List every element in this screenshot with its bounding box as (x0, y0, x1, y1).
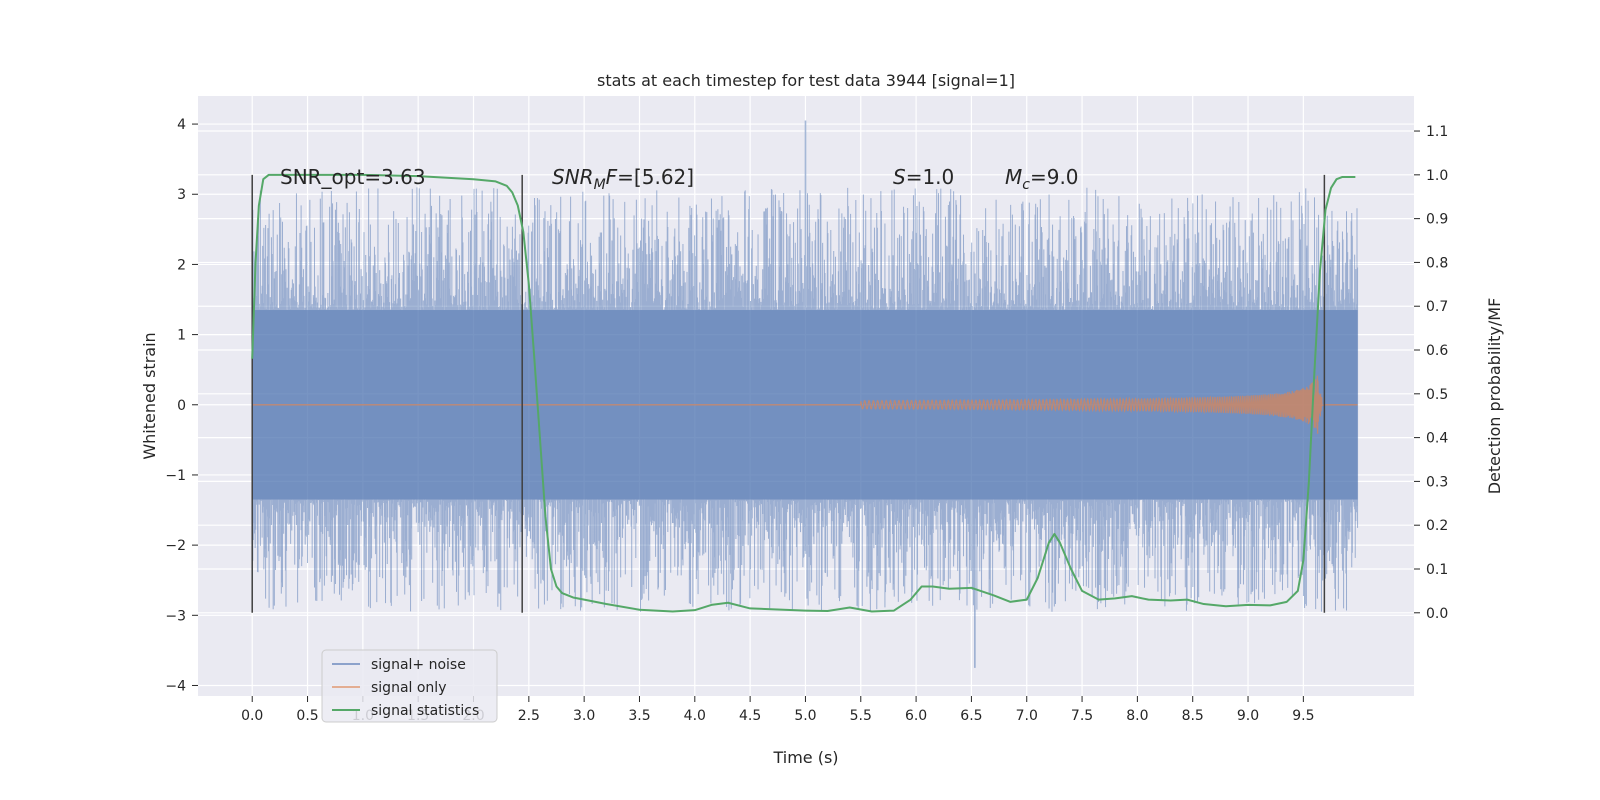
y-left-tick-label: 2 (177, 257, 186, 273)
annotation-italic-part: F (606, 165, 618, 189)
legend-label: signal+ noise (371, 657, 466, 673)
y-left-tick-label: 4 (177, 117, 186, 133)
y-right-tick-label: 0.4 (1426, 431, 1448, 447)
y-axis-label-left: Whitened strain (140, 332, 159, 459)
x-axis-label: Time (s) (772, 748, 838, 767)
y-left-tick-label: −4 (165, 678, 186, 694)
y-right-tick-label: 0.3 (1426, 474, 1448, 490)
y-right-tick-label: 0.2 (1426, 518, 1448, 534)
annotations: SNR_opt=3.63 SNRMF=[5.62] S=1.0 Mc=9.0 (280, 165, 1079, 193)
annotation-symbol: SNR (552, 165, 594, 189)
x-tick-label: 7.0 (1016, 708, 1038, 724)
annotation-rest: F=[5.62] (606, 165, 694, 189)
annotation-symbol: S (893, 165, 906, 189)
x-tick-label: 3.0 (573, 708, 595, 724)
x-tick-label: 7.5 (1071, 708, 1093, 724)
annotation-rest: =1.0 (906, 165, 955, 189)
x-tick-label: 9.5 (1292, 708, 1314, 724)
axes: 0.00.51.01.52.02.53.03.54.04.55.05.56.06… (165, 117, 1448, 724)
series-signal-only (252, 375, 1358, 434)
y-right-tick-label: 1.0 (1426, 168, 1448, 184)
annotation-2: SNRMF=[5.62] (552, 165, 694, 193)
x-tick-label: 4.0 (684, 708, 706, 724)
y-left-tick-label: 3 (177, 187, 186, 203)
signal-chirp (860, 375, 1324, 434)
annotation-rest: =9.0 (1030, 165, 1079, 189)
vertical-markers (251, 174, 1326, 613)
y-right-tick-label: 0.7 (1426, 299, 1448, 315)
annotation-subscript: M (594, 177, 606, 193)
x-tick-label: 3.5 (628, 708, 650, 724)
legend: signal+ noise signal only signal statistic… (321, 649, 498, 723)
y-axis-label-right: Detection probability/MF (1485, 298, 1504, 495)
series-signal-statistics (251, 173, 1356, 613)
annotation-3: S=1.0 (893, 165, 954, 189)
y-right-tick-label: 0.9 (1426, 212, 1448, 228)
y-right-tick-label: 0.1 (1426, 562, 1448, 578)
stats-line (251, 173, 1356, 613)
annotation-4: Mc=9.0 (1005, 165, 1079, 193)
x-tick-label: 2.5 (518, 708, 540, 724)
x-tick-label: 4.5 (739, 708, 761, 724)
y-right-tick-label: 0.0 (1426, 606, 1448, 622)
y-right-tick-label: 0.5 (1426, 387, 1448, 403)
annotation-1: SNR_opt=3.63 (280, 165, 426, 189)
x-tick-label: 0.5 (296, 708, 318, 724)
y-left-tick-label: −2 (165, 538, 186, 554)
y-left-tick-label: −1 (165, 468, 186, 484)
x-tick-label: 8.0 (1126, 708, 1148, 724)
annotation-symbol: M (1005, 165, 1022, 189)
annotation-value: =[5.62] (617, 165, 694, 189)
y-left-tick-label: 0 (177, 398, 186, 414)
legend-box (321, 649, 498, 723)
legend-label: signal only (371, 680, 446, 696)
legend-label: signal statistics (371, 703, 479, 719)
x-tick-label: 6.5 (960, 708, 982, 724)
y-right-tick-label: 0.6 (1426, 343, 1448, 359)
y-left-tick-label: 1 (177, 328, 186, 344)
y-left-tick-label: −3 (165, 608, 186, 624)
x-tick-label: 6.0 (905, 708, 927, 724)
x-tick-label: 5.0 (794, 708, 816, 724)
x-tick-label: 5.5 (850, 708, 872, 724)
x-tick-label: 0.0 (241, 708, 263, 724)
y-right-tick-label: 1.1 (1426, 124, 1448, 140)
annotation-subscript: c (1022, 177, 1030, 193)
x-tick-label: 8.5 (1182, 708, 1204, 724)
y-right-tick-label: 0.8 (1426, 255, 1448, 271)
chart-title: stats at each timestep for test data 394… (597, 71, 1015, 90)
x-tick-label: 9.0 (1237, 708, 1259, 724)
